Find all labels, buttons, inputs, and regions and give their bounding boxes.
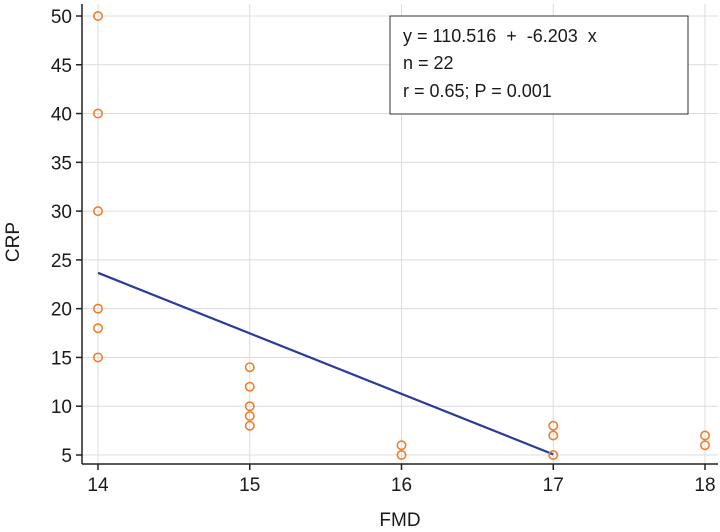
x-tick-label: 16 (391, 475, 412, 496)
data-point (548, 430, 559, 441)
y-tick-label: 5 (61, 446, 72, 467)
data-point (244, 401, 255, 412)
data-point (244, 362, 255, 373)
axes (81, 4, 718, 465)
data-point (93, 352, 104, 363)
data-point (396, 449, 407, 460)
data-point (93, 11, 104, 21)
data-point (244, 410, 255, 421)
points-group (93, 11, 710, 460)
correlation-stats: r = 0.65; P = 0.001 (403, 81, 552, 101)
y-tick-label: 25 (51, 251, 72, 272)
stats-box-frame (389, 15, 689, 115)
y-axis-label: CRP (3, 222, 24, 262)
data-point (548, 420, 559, 431)
sample-size: n = 22 (403, 53, 454, 73)
stats-box: y = 110.516 + -6.203 x n = 22 r = 0.65; … (389, 15, 689, 115)
regression-equation: y = 110.516 + -6.203 x (403, 26, 597, 46)
data-point (93, 206, 104, 217)
data-point (93, 303, 104, 314)
y-tick-label: 10 (51, 397, 72, 418)
x-tick-label: 17 (543, 475, 564, 496)
y-tick-label: 35 (51, 153, 72, 174)
y-tick-label: 30 (51, 202, 72, 223)
x-tick-label: 18 (694, 475, 715, 496)
y-tick-label: 20 (51, 300, 72, 321)
data-point (93, 323, 104, 334)
data-point (244, 420, 255, 431)
y-tick-label: 15 (51, 348, 72, 369)
data-point (548, 449, 559, 460)
data-point (396, 440, 407, 451)
y-tick-label: 45 (51, 56, 72, 77)
data-point (244, 381, 255, 392)
regression-line-group (97, 271, 554, 456)
y-tick-label: 40 (51, 105, 72, 126)
regression-line (97, 271, 554, 456)
x-tick-label: 15 (239, 475, 260, 496)
x-tick-label: 14 (87, 475, 109, 496)
x-axis-label: FMD (379, 510, 420, 531)
ticks: 14 15 16 17 18 5 10 15 20 25 30 35 40 45 50 (51, 7, 716, 496)
y-tick-label: 50 (51, 7, 72, 28)
data-point (699, 440, 710, 451)
data-point (699, 430, 710, 441)
data-point (93, 108, 104, 119)
